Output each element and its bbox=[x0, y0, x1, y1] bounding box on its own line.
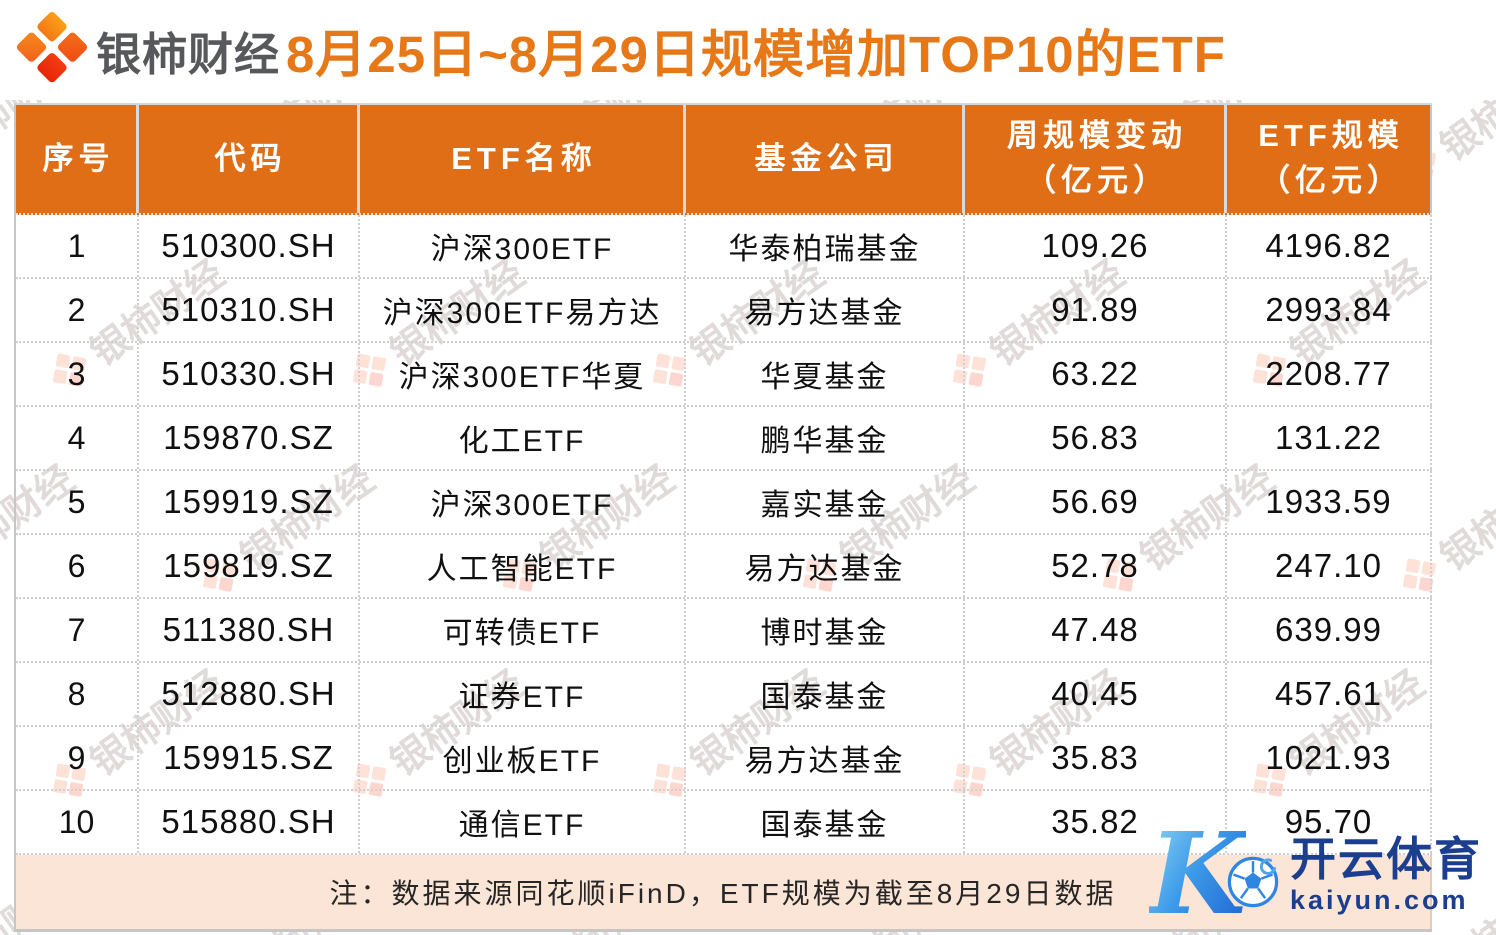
cell-weekly-change: 35.82 bbox=[965, 791, 1227, 853]
cell-etf-scale: 95.70 bbox=[1227, 791, 1432, 853]
cell-rank: 5 bbox=[16, 471, 139, 533]
etf-table: 序号 代码 ETF名称 基金公司 周规模变动 （亿元） ETF规模 （亿元） 1 5… bbox=[14, 103, 1432, 932]
cell-etf-name: 沪深300ETF bbox=[360, 471, 686, 533]
table-body: 1 510300.SH 沪深300ETF 华泰柏瑞基金 109.26 4196.… bbox=[16, 215, 1432, 855]
cell-etf-scale: 2993.84 bbox=[1227, 279, 1432, 341]
cell-etf-name: 创业板ETF bbox=[360, 727, 686, 789]
header-code: 代码 bbox=[139, 105, 360, 213]
note-text: 注：数据来源同花顺iFinD，ETF规模为截至8月29日数据 bbox=[329, 878, 1117, 909]
cell-etf-name: 人工智能ETF bbox=[360, 535, 686, 597]
cell-rank: 4 bbox=[16, 407, 139, 469]
page-title: 8月25日~8月29日规模增加TOP10的ETF bbox=[286, 26, 1226, 83]
table-row: 8 512880.SH 证券ETF 国泰基金 40.45 457.61 bbox=[16, 663, 1432, 727]
header-etf-name: ETF名称 bbox=[360, 105, 686, 213]
kaiyun-logo: K 开云体育 kaiyun.com bbox=[1149, 817, 1482, 933]
cell-weekly-change: 56.83 bbox=[965, 407, 1227, 469]
kaiyun-domain-text: kaiyun.com bbox=[1290, 885, 1469, 916]
table-row: 7 511380.SH 可转债ETF 博时基金 47.48 639.99 bbox=[16, 599, 1432, 663]
table-header-row: 序号 代码 ETF名称 基金公司 周规模变动 （亿元） ETF规模 （亿元） bbox=[16, 105, 1432, 215]
table-row: 9 159915.SZ 创业板ETF 易方达基金 35.83 1021.93 bbox=[16, 727, 1432, 791]
cell-code: 510310.SH bbox=[139, 279, 360, 341]
cell-rank: 2 bbox=[16, 279, 139, 341]
soccer-ball-icon bbox=[1227, 856, 1279, 908]
cell-weekly-change: 47.48 bbox=[965, 599, 1227, 661]
cell-etf-name: 通信ETF bbox=[360, 791, 686, 853]
cell-etf-scale: 1933.59 bbox=[1227, 471, 1432, 533]
cell-weekly-change: 35.83 bbox=[965, 727, 1227, 789]
cell-etf-name: 沪深300ETF华夏 bbox=[360, 343, 686, 405]
cell-code: 159919.SZ bbox=[139, 471, 360, 533]
cell-weekly-change: 109.26 bbox=[965, 215, 1227, 277]
cell-etf-scale: 639.99 bbox=[1227, 599, 1432, 661]
cell-code: 511380.SH bbox=[139, 599, 360, 661]
cell-weekly-change: 52.78 bbox=[965, 535, 1227, 597]
cell-rank: 6 bbox=[16, 535, 139, 597]
cell-etf-name: 化工ETF bbox=[360, 407, 686, 469]
header-weekly-change: 周规模变动 （亿元） bbox=[965, 105, 1227, 213]
cell-weekly-change: 63.22 bbox=[965, 343, 1227, 405]
cell-etf-scale: 457.61 bbox=[1227, 663, 1432, 725]
table-row: 6 159819.SZ 人工智能ETF 易方达基金 52.78 247.10 bbox=[16, 535, 1432, 599]
note-row: 注：数据来源同花顺iFinD，ETF规模为截至8月29日数据 bbox=[16, 855, 1432, 929]
cell-etf-name: 沪深300ETF bbox=[360, 215, 686, 277]
table-row: 5 159919.SZ 沪深300ETF 嘉实基金 56.69 1933.59 bbox=[16, 471, 1432, 535]
cell-fund-company: 博时基金 bbox=[686, 599, 965, 661]
cell-fund-company: 国泰基金 bbox=[686, 663, 965, 725]
table-row: 2 510310.SH 沪深300ETF易方达 易方达基金 91.89 2993… bbox=[16, 279, 1432, 343]
kaiyun-cn-text: 开云体育 bbox=[1290, 833, 1482, 886]
cell-fund-company: 鹏华基金 bbox=[686, 407, 965, 469]
cell-rank: 1 bbox=[16, 215, 139, 277]
cell-code: 512880.SH bbox=[139, 663, 360, 725]
cell-fund-company: 华泰柏瑞基金 bbox=[686, 215, 965, 277]
header-fund-company: 基金公司 bbox=[686, 105, 965, 213]
cell-rank: 3 bbox=[16, 343, 139, 405]
cell-weekly-change: 40.45 bbox=[965, 663, 1227, 725]
cell-code: 159870.SZ bbox=[139, 407, 360, 469]
cell-etf-scale: 1021.93 bbox=[1227, 727, 1432, 789]
cell-fund-company: 易方达基金 bbox=[686, 279, 965, 341]
table-row: 3 510330.SH 沪深300ETF华夏 华夏基金 63.22 2208.7… bbox=[16, 343, 1432, 407]
cell-etf-scale: 247.10 bbox=[1227, 535, 1432, 597]
table-row: 10 515880.SH 通信ETF 国泰基金 35.82 95.70 bbox=[16, 791, 1432, 855]
cell-code: 510330.SH bbox=[139, 343, 360, 405]
cell-code: 159915.SZ bbox=[139, 727, 360, 789]
kaiyun-wordmark: 开云体育 kaiyun.com bbox=[1290, 835, 1482, 915]
cell-etf-name: 沪深300ETF易方达 bbox=[360, 279, 686, 341]
cell-rank: 10 bbox=[16, 791, 139, 853]
cell-code: 159819.SZ bbox=[139, 535, 360, 597]
cell-etf-scale: 2208.77 bbox=[1227, 343, 1432, 405]
cell-weekly-change: 56.69 bbox=[965, 471, 1227, 533]
cell-code: 515880.SH bbox=[139, 791, 360, 853]
header-etf-scale: ETF规模 （亿元） bbox=[1227, 105, 1432, 213]
cell-etf-name: 证券ETF bbox=[360, 663, 686, 725]
cell-rank: 9 bbox=[16, 727, 139, 789]
cell-etf-name: 可转债ETF bbox=[360, 599, 686, 661]
brand-diamond-logo-icon bbox=[12, 10, 91, 89]
cell-fund-company: 国泰基金 bbox=[686, 791, 965, 853]
cell-rank: 8 bbox=[16, 663, 139, 725]
cell-etf-scale: 4196.82 bbox=[1227, 215, 1432, 277]
cell-fund-company: 华夏基金 bbox=[686, 343, 965, 405]
table-row: 4 159870.SZ 化工ETF 鹏华基金 56.83 131.22 bbox=[16, 407, 1432, 471]
header-rank: 序号 bbox=[16, 105, 139, 213]
masthead: 银柿财经 8月25日~8月29日规模增加TOP10的ETF bbox=[0, 0, 1496, 100]
cell-rank: 7 bbox=[16, 599, 139, 661]
cell-fund-company: 嘉实基金 bbox=[686, 471, 965, 533]
cell-etf-scale: 131.22 bbox=[1227, 407, 1432, 469]
brand: 银柿财经 bbox=[15, 10, 281, 84]
cell-weekly-change: 91.89 bbox=[965, 279, 1227, 341]
brand-name: 银柿财经 bbox=[96, 28, 281, 80]
cell-fund-company: 易方达基金 bbox=[686, 727, 965, 789]
table-row: 1 510300.SH 沪深300ETF 华泰柏瑞基金 109.26 4196.… bbox=[16, 215, 1432, 279]
cell-code: 510300.SH bbox=[139, 215, 360, 277]
cell-fund-company: 易方达基金 bbox=[686, 535, 965, 597]
